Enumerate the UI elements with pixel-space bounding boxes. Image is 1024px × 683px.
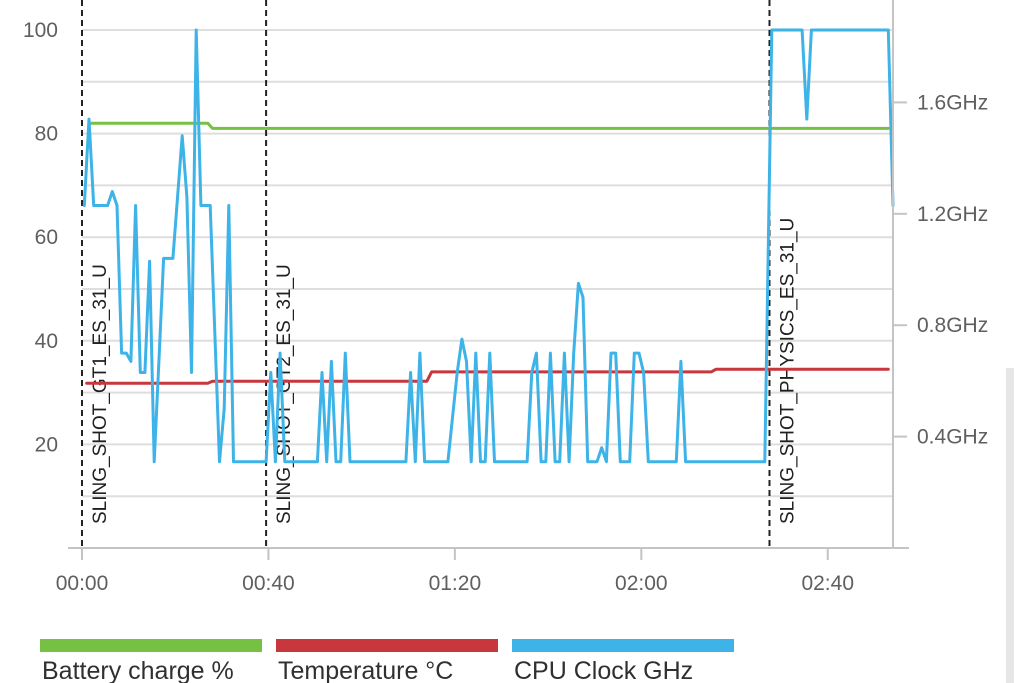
left-tick-label: 40 (35, 330, 58, 353)
legend-label: Temperature °C (278, 657, 453, 683)
left-tick-label: 20 (35, 433, 58, 456)
x-tick-label: 02:40 (801, 572, 854, 595)
scrollbar[interactable] (1006, 368, 1014, 683)
right-tick-label: 1.2GHz (917, 203, 988, 226)
right-tick-label: 0.8GHz (917, 314, 988, 337)
legend-label: Battery charge % (42, 657, 234, 683)
legend-item: Temperature °C (276, 639, 498, 683)
series-line-cpu-clock-ghz (82, 28, 895, 464)
legend-swatch (40, 639, 262, 652)
right-tick-label: 0.4GHz (917, 426, 988, 449)
test-marker-label: SLING_SHOT_GT1_ES_31_U (90, 264, 111, 524)
x-tick-label: 02:00 (615, 572, 668, 595)
left-tick-label: 100 (23, 19, 58, 42)
x-tick-label: 01:20 (429, 572, 482, 595)
legend-swatch (512, 639, 734, 652)
legend-label: CPU Clock GHz (514, 657, 693, 683)
left-tick-label: 80 (35, 123, 58, 146)
x-tick-label: 00:40 (242, 572, 295, 595)
legend-item: Battery charge % (40, 639, 262, 683)
axes: 00:00 00:40 01:20 02:00 02:40 20 40 60 80 100 0.4G… (23, 0, 988, 595)
series-layer (82, 28, 895, 464)
left-tick-label: 60 (35, 226, 58, 249)
test-marker-label: SLING_SHOT_GT2_ES_31_U (274, 264, 295, 524)
x-tick-label: 00:00 (56, 572, 109, 595)
test-marker-label: SLING_SHOT_PHYSICS_ES_31_U (777, 218, 798, 524)
series-line-temperature-c (85, 367, 890, 385)
legend: Battery charge % Temperature °C CPU Clock … (40, 639, 734, 683)
legend-item: CPU Clock GHz (512, 639, 734, 683)
markers: SLING_SHOT_GT1_ES_31_U SLING_SHOT_GT2_ES_… (81, 0, 798, 548)
series-line-battery-charge (87, 121, 890, 130)
legend-swatch (276, 639, 498, 652)
right-tick-label: 1.6GHz (917, 91, 988, 114)
